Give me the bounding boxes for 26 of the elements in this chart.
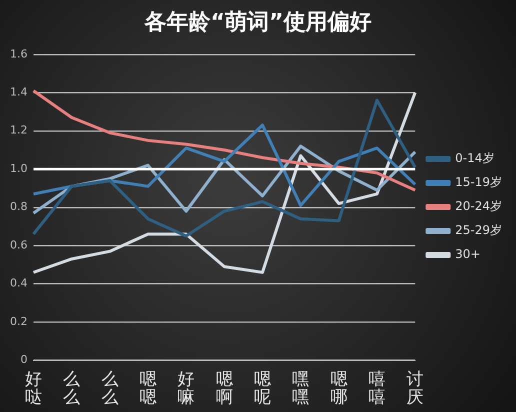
y-tick-label: 1.2 [10, 124, 28, 137]
y-tick-label: 0.8 [10, 200, 28, 214]
x-tick-label: 嘿嘿 [292, 370, 310, 408]
y-tick-label: 0.6 [10, 238, 28, 252]
y-tick-label: 1.0 [10, 162, 28, 175]
y-tick-label: 0.4 [10, 276, 28, 290]
x-tick-label: 好哒 [24, 370, 42, 408]
x-tick-label: 么么 [101, 370, 118, 408]
legend-label: 30+ [455, 247, 480, 262]
legend-label: 0-14岁 [455, 151, 494, 166]
chart-title: 各年龄“萌词”使用偏好 [144, 10, 372, 35]
x-tick-label: 好嘛 [178, 370, 195, 408]
x-tick-label: 嗯哪 [330, 370, 348, 408]
legend-label: 25-29岁 [455, 223, 502, 238]
x-tick-label: 嗯啊 [216, 370, 233, 408]
y-tick-label: 0.2 [10, 314, 28, 328]
x-tick-label: 嗯嗯 [139, 370, 156, 408]
legend-label: 20-24岁 [455, 199, 502, 214]
x-tick-label: 嗯呢 [254, 370, 271, 408]
x-tick-label: 讨厌 [406, 370, 424, 408]
y-tick-label: 1.4 [10, 85, 28, 98]
y-tick-label: 0 [20, 353, 28, 366]
legend-label: 15-19岁 [455, 175, 502, 190]
x-tick-label: 么么 [63, 370, 80, 408]
x-tick-label: 嘻嘻 [368, 370, 386, 408]
y-tick-label: 1.6 [10, 47, 28, 60]
